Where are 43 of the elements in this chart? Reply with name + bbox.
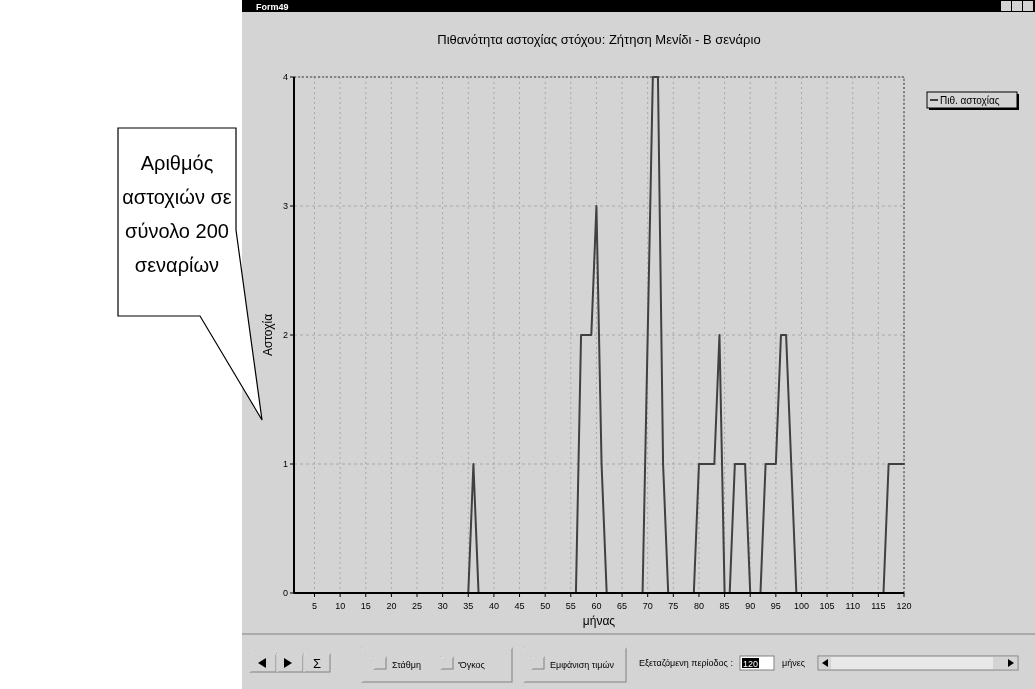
x-tick-label: 90 [745,601,756,611]
x-tick-label: 100 [793,601,809,611]
x-tick-label: 5 [312,601,318,611]
y-tick-label: 3 [282,201,288,211]
x-axis-title: μήνας [582,614,616,628]
legend-label: Πιθ. αστοχίας [940,95,1000,106]
x-tick-label: 25 [412,601,423,611]
x-tick-label: 50 [540,601,551,611]
y-tick-label: 2 [282,330,288,340]
x-tick-label: 120 [896,601,912,611]
x-tick-label: 105 [819,601,835,611]
x-tick-label: 40 [488,601,499,611]
text: 'Όγκος [458,660,486,670]
text: Εμφάνιση τιμών [550,660,615,670]
y-tick-label: 0 [282,588,288,598]
text: μήνες [782,658,806,668]
text: Form49 [256,2,289,12]
text: Σ [312,656,322,671]
y-tick-label: 1 [282,459,288,469]
x-tick-label: 15 [360,601,371,611]
text: Στάθμη [392,660,421,670]
x-tick-label: 70 [642,601,653,611]
line-series [293,76,905,594]
x-tick-label: 55 [565,601,576,611]
x-tick-label: 80 [693,601,704,611]
x-tick-label: 60 [591,601,602,611]
x-tick-label: 85 [719,601,730,611]
y-axis-title: Αστοχία [261,313,275,357]
x-tick-label: 45 [514,601,525,611]
text: Αριθμός αστοχιών σε σύνολο 200 σεναρίων [122,152,232,276]
x-tick-label: 65 [617,601,628,611]
x-tick-label: 75 [668,601,679,611]
x-tick-label: 35 [463,601,474,611]
x-tick-label: 30 [437,601,448,611]
x-tick-label: 20 [386,601,397,611]
chart-title: Πιθανότητα αστοχίας στόχου: Ζήτηση Μενίδι - Β σενάριο [437,32,761,47]
y-tick-label: 4 [282,72,288,82]
text: 120 [743,659,759,669]
x-tick-label: 110 [845,601,860,611]
x-tick-label: 115 [871,601,886,611]
x-tick-label: 95 [770,601,781,611]
text: Εξεταζόμενη περίοδος : [639,658,733,668]
x-tick-label: 10 [335,601,346,611]
